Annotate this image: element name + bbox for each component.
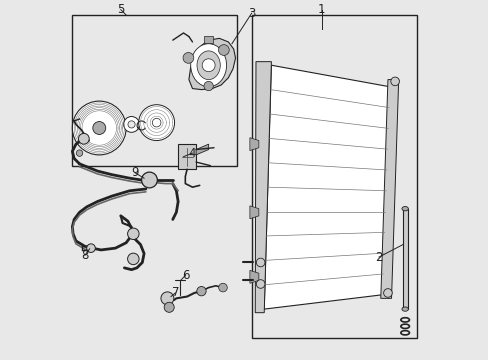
Text: 8: 8 [81,249,88,262]
Circle shape [72,101,126,155]
Circle shape [78,134,89,144]
Circle shape [218,45,229,55]
Text: 3: 3 [247,7,255,20]
Text: 1: 1 [317,3,325,16]
Text: 6: 6 [182,269,189,282]
Polygon shape [380,80,398,298]
Circle shape [218,283,227,292]
Text: 4: 4 [188,147,196,159]
Text: 2: 2 [374,251,382,264]
Bar [402,209,407,309]
Circle shape [76,150,82,156]
Bar [204,36,213,43]
Circle shape [256,280,264,288]
Circle shape [86,244,95,252]
Text: 7: 7 [171,287,179,300]
Circle shape [142,172,157,188]
Polygon shape [196,144,208,155]
Circle shape [203,81,213,91]
Polygon shape [249,270,258,283]
Ellipse shape [401,307,407,311]
Circle shape [164,302,174,312]
Bar [251,15,416,338]
Circle shape [202,59,215,72]
Circle shape [127,228,139,239]
Circle shape [383,289,391,297]
Circle shape [139,105,174,140]
Polygon shape [264,65,389,309]
Circle shape [123,117,139,132]
Circle shape [128,121,135,128]
Circle shape [390,77,399,86]
Text: 9: 9 [131,166,139,179]
Polygon shape [249,138,258,150]
Polygon shape [255,62,271,313]
Circle shape [161,292,174,305]
Circle shape [183,53,193,63]
Ellipse shape [190,44,226,87]
Bar [178,144,196,169]
Text: 5: 5 [117,3,124,16]
Circle shape [196,287,206,296]
Ellipse shape [401,207,407,211]
Circle shape [127,253,139,265]
Circle shape [93,122,105,134]
Bar [72,15,237,166]
Circle shape [256,258,264,267]
Ellipse shape [197,51,220,80]
Circle shape [152,118,161,127]
Polygon shape [249,206,258,219]
Polygon shape [188,39,235,90]
